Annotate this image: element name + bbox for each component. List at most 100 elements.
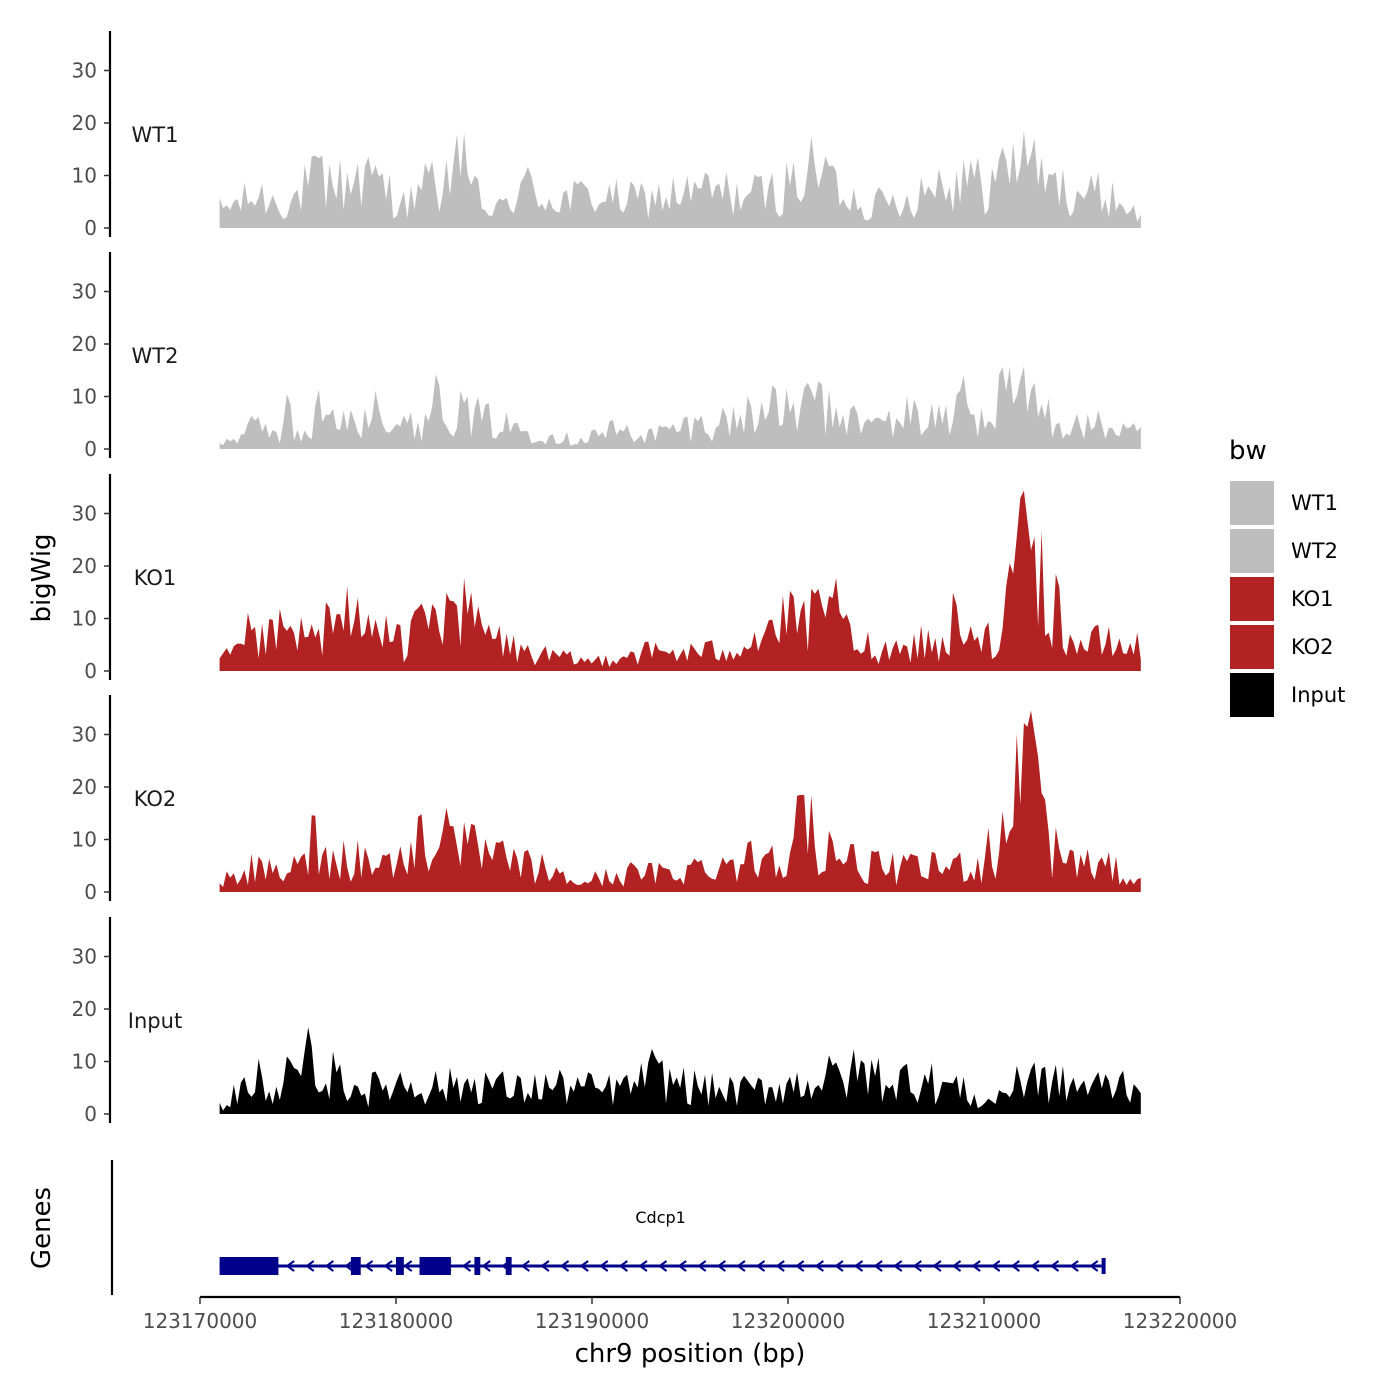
strand-arrow [657, 1260, 668, 1272]
legend-swatch-wt1 [1228, 479, 1276, 527]
x-tick-label: 123180000 [339, 1309, 454, 1333]
y-tick-label: 20 [72, 997, 97, 1021]
legend: bw WT1 WT2 KO1 KO2 Input [1228, 436, 1345, 719]
track-label: WT2 [132, 344, 179, 368]
track-wt2: 0 10 20 30 WT2 [72, 252, 1141, 461]
gene-exon [505, 1257, 512, 1275]
legend-label-wt2: WT2 [1291, 539, 1338, 563]
gene-name-label: Cdcp1 [635, 1208, 685, 1227]
strand-arrow [716, 1260, 726, 1272]
y-tick-label: 10 [72, 1050, 97, 1074]
track-label: Input [128, 1009, 182, 1033]
legend-label-wt1: WT1 [1291, 491, 1338, 515]
y-tick-label: 30 [72, 723, 97, 747]
y-axis-title: bigWig [27, 533, 57, 622]
coverage-area-wt2 [219, 366, 1141, 449]
y-tick-label: 30 [72, 280, 97, 304]
strand-arrow [363, 1260, 374, 1272]
strand-arrow [795, 1260, 805, 1272]
track-label: KO2 [134, 787, 177, 811]
y-tick-label: 20 [72, 775, 97, 799]
strand-arrow [971, 1260, 981, 1272]
track-input: 0 10 20 30 Input [72, 917, 1141, 1126]
track-ko2: 0 10 20 30 KO2 [72, 695, 1141, 904]
strand-arrow [697, 1260, 707, 1272]
strand-arrow [912, 1260, 922, 1272]
strand-arrow [481, 1260, 491, 1272]
coverage-area-input [219, 1027, 1141, 1114]
strand-arrow [893, 1260, 903, 1272]
gene-exon [396, 1257, 404, 1275]
track-ko1: 0 10 20 30 KO1 [72, 474, 1141, 683]
coverage-area-ko1 [219, 490, 1141, 671]
y-tick-label: 30 [72, 502, 97, 526]
y-tick-label: 10 [72, 607, 97, 631]
y-tick-label: 20 [72, 332, 97, 356]
legend-swatch-input [1228, 671, 1276, 719]
y-tick-label: 20 [72, 554, 97, 578]
y-tick-label: 30 [72, 59, 97, 83]
y-tick-label: 20 [72, 111, 97, 135]
x-tick-label: 123210000 [927, 1309, 1042, 1333]
x-tick-label: 123220000 [1123, 1309, 1238, 1333]
strand-arrow [305, 1260, 315, 1272]
gene-exon [474, 1257, 481, 1275]
strand-arrow [520, 1260, 530, 1272]
gene-exon [350, 1257, 361, 1275]
strand-arrow [775, 1260, 785, 1272]
gene-exon [419, 1257, 451, 1275]
y-tick-label: 0 [84, 437, 97, 461]
genes-axis-title: Genes [27, 1187, 57, 1269]
strand-arrow [951, 1260, 962, 1272]
strand-arrow [736, 1260, 746, 1272]
genes-panel: Genes Cdcp1 [27, 1160, 1106, 1295]
strand-arrow [383, 1260, 393, 1272]
gene-exon [1101, 1258, 1106, 1274]
strand-arrow [932, 1260, 942, 1272]
strand-arrow [991, 1260, 1001, 1272]
x-axis-title: chr9 position (bp) [575, 1339, 806, 1369]
coverage-area-ko2 [219, 710, 1141, 892]
legend-title: bw [1229, 436, 1267, 466]
legend-label-ko1: KO1 [1291, 587, 1334, 611]
x-axis: 123170000 123180000 123190000 123200000 1232… [143, 1295, 1238, 1333]
y-tick-label: 30 [72, 945, 97, 969]
strand-arrow [599, 1260, 609, 1272]
strand-arrow [559, 1260, 570, 1272]
track-wt1: 0 10 20 30 WT1 [72, 31, 1141, 240]
strand-arrow [1010, 1260, 1020, 1272]
y-tick-label: 10 [72, 385, 97, 409]
strand-arrow [755, 1260, 766, 1272]
strand-arrow [814, 1260, 824, 1272]
legend-label-input: Input [1291, 683, 1345, 707]
strand-arrow [285, 1260, 295, 1272]
strand-arrow [638, 1260, 648, 1272]
y-tick-label: 10 [72, 164, 97, 188]
track-label: KO1 [134, 566, 177, 590]
track-label: WT1 [132, 123, 179, 147]
strand-arrow [677, 1260, 687, 1272]
y-tick-label: 0 [84, 1102, 97, 1126]
strand-arrow [1049, 1260, 1060, 1272]
coverage-tracks: 0 10 20 30 WT1 0 10 20 30 WT2 0 10 20 30 KO1 0 10 20 30 KO2… [72, 31, 1141, 1126]
strand-arrow [344, 1260, 354, 1272]
legend-swatch-ko2 [1228, 623, 1276, 671]
strand-arrow [1089, 1260, 1099, 1272]
legend-swatch-wt2 [1228, 527, 1276, 575]
y-tick-label: 0 [84, 659, 97, 683]
x-tick-label: 123190000 [535, 1309, 650, 1333]
strand-arrow [540, 1260, 550, 1272]
strand-arrow [1069, 1260, 1079, 1272]
legend-swatch-ko1 [1228, 575, 1276, 623]
strand-arrow [461, 1260, 472, 1272]
x-tick-label: 123200000 [731, 1309, 846, 1333]
strand-arrow [403, 1260, 413, 1272]
strand-arrow [1030, 1260, 1040, 1272]
y-tick-label: 0 [84, 216, 97, 240]
gene-exon [219, 1257, 279, 1275]
strand-arrow [873, 1260, 883, 1272]
gene-model [219, 1257, 1106, 1275]
y-tick-label: 10 [72, 828, 97, 852]
coverage-area-wt1 [219, 130, 1141, 228]
